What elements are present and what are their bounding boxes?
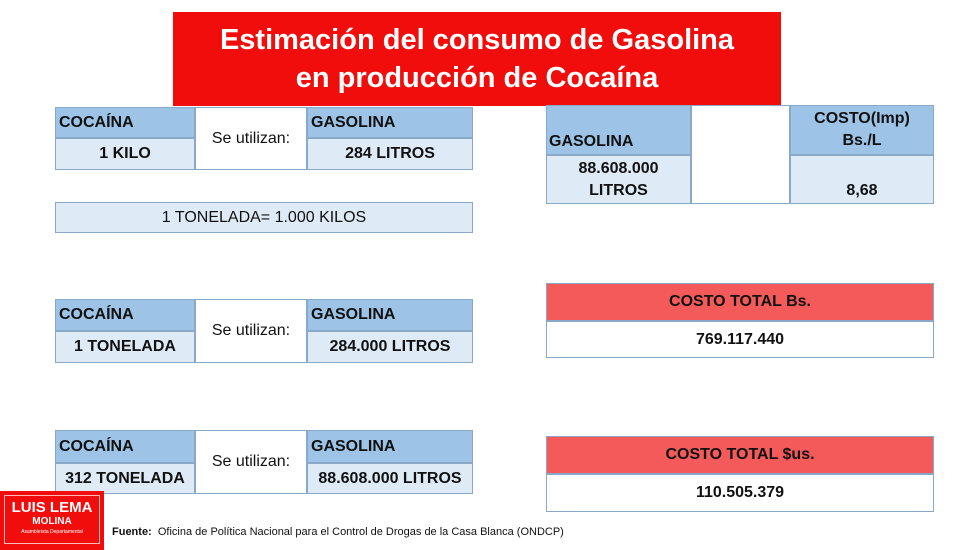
header-cocaina: COCAÍNA [55, 107, 195, 138]
label-se-utilizan: Se utilizan: [195, 299, 307, 363]
header-costo: COSTO(Imp) Bs./L [790, 105, 934, 155]
value-litros-number: 88.608.000 [578, 159, 659, 177]
value-litros-unit: LITROS [589, 181, 648, 199]
conversion-note: 1 TONELADA= 1.000 KILOS [55, 202, 473, 233]
label-se-utilizan: Se utilizan: [195, 430, 307, 494]
source-text: Oficina de Política Nacional para el Con… [157, 526, 564, 538]
logo-line2: MOLINA [32, 516, 72, 527]
slide-title: Estimación del consumo de Gasolina en pr… [173, 12, 781, 106]
value-gasolina: 284.000 LITROS [307, 331, 473, 363]
total-us-header: COSTO TOTAL $us. [546, 436, 934, 474]
title-line-1: Estimación del consumo de Gasolina [219, 24, 735, 56]
value-costo: 8,68 [790, 155, 934, 204]
luis-lema-logo: LUIS LEMA MOLINA Asambleísta Departament… [0, 491, 104, 550]
header-cocaina: COCAÍNA [55, 430, 195, 463]
total-bs-value: 769.117.440 [546, 321, 934, 358]
header-gasolina: GASOLINA [307, 299, 473, 331]
logo-line1: LUIS LEMA [11, 499, 93, 516]
title-line-2: en producción de Cocaína [295, 62, 659, 94]
value-cocaina: 1 TONELADA [55, 331, 195, 363]
value-gasolina: 88.608.000 LITROS [307, 463, 473, 494]
total-us-value: 110.505.379 [546, 474, 934, 512]
header-gasolina: GASOLINA [307, 430, 473, 463]
total-bs-header: COSTO TOTAL Bs. [546, 283, 934, 321]
header-gasolina: GASOLINA [546, 105, 691, 155]
label-se-utilizan: Se utilizan: [195, 107, 307, 170]
value-cocaina: 1 KILO [55, 138, 195, 170]
header-costo-line1: COSTO(Imp) [814, 110, 910, 127]
source-label: Fuente: [112, 526, 152, 538]
header-gasolina: GASOLINA [307, 107, 473, 138]
logo-line3: Asambleísta Departamental [21, 529, 83, 535]
source-note: Fuente: Oficina de Política Nacional par… [112, 526, 564, 538]
header-costo-line2: Bs./L [842, 132, 882, 149]
value-cocaina: 312 TONELADA [55, 463, 195, 494]
value-gasolina: 284 LITROS [307, 138, 473, 170]
header-cocaina: COCAÍNA [55, 299, 195, 331]
value-litros: 88.608.000 LITROS [546, 155, 691, 204]
empty-cell [691, 105, 790, 204]
